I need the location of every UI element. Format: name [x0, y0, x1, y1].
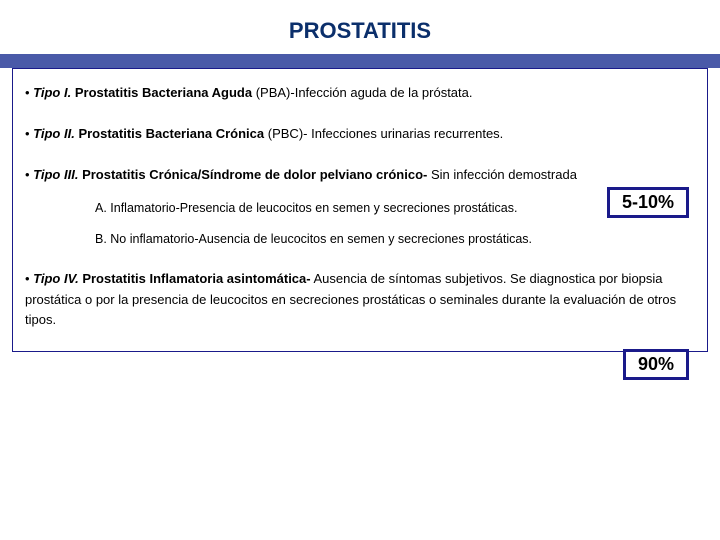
type-1-rest: Infección aguda de la próstata. — [295, 85, 473, 100]
type-2-rest: Infecciones urinarias recurrentes. — [307, 126, 503, 141]
type-3-entry: • Tipo III. Prostatitis Crónica/Síndrome… — [25, 165, 695, 186]
type-3-name: Prostatitis Crónica/Síndrome de dolor pe… — [82, 167, 427, 182]
type-3-rest: Sin infección demostrada — [427, 167, 577, 182]
type-1-entry: • Tipo I. Prostatitis Bacteriana Aguda (… — [25, 83, 695, 104]
type-3-sub-b: B. No inflamatorio-Ausencia de leucocito… — [95, 230, 695, 249]
title-underline-bar — [0, 54, 720, 68]
type-4-entry: • Tipo IV. Prostatitis Inflamatoria asin… — [25, 269, 695, 331]
type-1-paren: (PBA)- — [256, 85, 295, 100]
type-2-entry: • Tipo II. Prostatitis Bacteriana Crónic… — [25, 124, 695, 145]
badge-5-10-percent: 5-10% — [607, 187, 689, 218]
badge-90-percent: 90% — [623, 349, 689, 380]
type-1-name: Prostatitis Bacteriana Aguda — [75, 85, 252, 100]
type-2-name: Prostatitis Bacteriana Crónica — [78, 126, 264, 141]
type-1-label: Tipo I. — [33, 85, 71, 100]
type-3-sub-a: A. Inflamatorio-Presencia de leucocitos … — [95, 199, 695, 218]
type-4-label: Tipo IV. — [33, 271, 79, 286]
type-2-paren: (PBC)- — [268, 126, 308, 141]
type-3-label: Tipo III. — [33, 167, 78, 182]
type-4-name: Prostatitis Inflamatoria asintomática- — [82, 271, 310, 286]
type-2-label: Tipo II. — [33, 126, 75, 141]
content-box: • Tipo I. Prostatitis Bacteriana Aguda (… — [12, 68, 708, 352]
slide-title: PROSTATITIS — [0, 0, 720, 54]
